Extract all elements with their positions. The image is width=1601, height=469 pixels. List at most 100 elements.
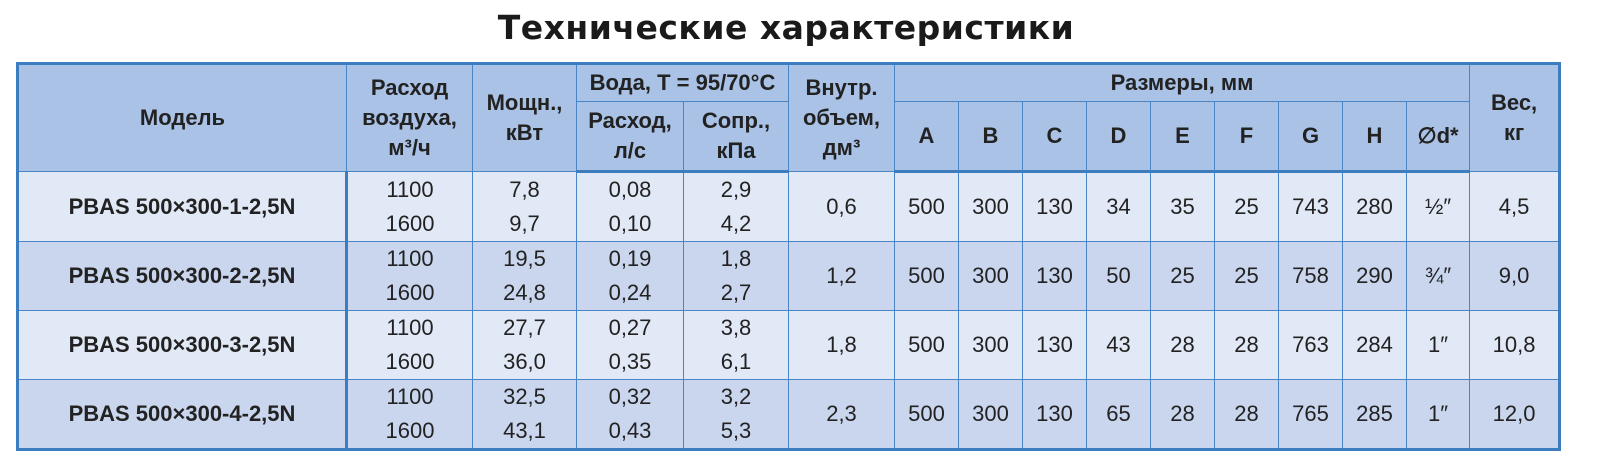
- value-cell: 6,1: [683, 345, 789, 380]
- value-cell: 2,3: [788, 379, 895, 450]
- value-cell: 130: [1022, 171, 1087, 242]
- value-cell: 27,7: [472, 310, 577, 345]
- header-cell-line: Расход: [370, 75, 449, 100]
- value-cell: 1,8: [788, 310, 895, 380]
- header-cell-line: Вес,: [1490, 90, 1538, 115]
- value-cell: 0,6: [788, 171, 895, 242]
- value-cell: 300: [958, 379, 1023, 450]
- header-cell-line: Сопр.,: [701, 108, 771, 133]
- value-cell: 1100: [346, 171, 473, 207]
- header-row: Расход, л/с Сопр., кПа A B C D E F G H ∅d*: [18, 101, 1560, 173]
- value-cell: 50: [1086, 241, 1151, 311]
- value-cell: 1600: [346, 276, 473, 311]
- header-cell: Вес, кг: [1469, 63, 1561, 172]
- value-cell: 34: [1086, 171, 1151, 242]
- header-cell-line: Расход,: [588, 108, 672, 133]
- value-cell: 28: [1214, 310, 1279, 380]
- header-cell-line: Внутр.: [805, 75, 878, 100]
- value-cell: 280: [1342, 171, 1407, 242]
- model-cell: PBAS 500×300-4-2,5N: [17, 379, 348, 450]
- header-cell-line: кг: [1503, 120, 1525, 145]
- value-cell: ½″: [1405, 171, 1471, 242]
- value-cell: 43,1: [472, 414, 577, 450]
- header-cell: Вода, T = 95/70°C: [576, 63, 789, 102]
- value-cell: 25: [1214, 241, 1279, 311]
- header-cell-line: кВт: [505, 120, 544, 145]
- value-cell: 0,10: [576, 207, 684, 242]
- value-cell: 500: [894, 241, 959, 311]
- header-cell: Размеры, мм: [893, 63, 1471, 102]
- value-cell: 763: [1278, 310, 1343, 380]
- value-cell: 500: [894, 310, 959, 380]
- value-cell: 3,8: [683, 310, 789, 345]
- value-cell: 9,7: [472, 207, 577, 242]
- value-cell: 4,2: [683, 207, 789, 242]
- value-cell: 500: [894, 171, 959, 242]
- value-cell: 500: [894, 379, 959, 450]
- value-cell: 25: [1150, 241, 1215, 311]
- value-cell: 12,0: [1469, 379, 1561, 450]
- value-cell: 9,0: [1469, 241, 1561, 311]
- header-cell: Внутр. объем, дм³: [788, 63, 895, 172]
- model-cell: PBAS 500×300-3-2,5N: [17, 310, 348, 380]
- body-row: 1600 36,0 0,35 6,1: [18, 345, 1560, 380]
- header-cell: F: [1214, 101, 1279, 173]
- value-cell: 0,27: [576, 310, 684, 345]
- value-cell: 65: [1086, 379, 1151, 450]
- value-cell: 7,8: [472, 171, 577, 207]
- header-cell: E: [1150, 101, 1215, 173]
- value-cell: ¾″: [1405, 241, 1471, 311]
- header-cell: A: [894, 101, 959, 173]
- value-cell: 300: [958, 310, 1023, 380]
- title: Технические характеристики: [497, 8, 1075, 47]
- header-cell-line: воздуха,: [362, 105, 457, 130]
- value-cell: 5,3: [683, 414, 789, 450]
- value-cell: 290: [1342, 241, 1407, 311]
- value-cell: 2,9: [683, 171, 789, 207]
- value-cell: 1″: [1405, 310, 1471, 380]
- value-cell: 36,0: [472, 345, 577, 380]
- value-cell: 1100: [346, 310, 473, 345]
- header-cell-line: л/с: [613, 138, 647, 163]
- value-cell: 765: [1278, 379, 1343, 450]
- header-cell: B: [958, 101, 1023, 173]
- value-cell: 25: [1214, 171, 1279, 242]
- value-cell: 10,8: [1469, 310, 1561, 380]
- value-cell: 0,43: [576, 414, 684, 450]
- value-cell: 2,7: [683, 276, 789, 311]
- value-cell: 284: [1342, 310, 1407, 380]
- header-cell: Модель: [17, 63, 347, 172]
- header-cell-line: м³/ч: [388, 135, 431, 160]
- header-cell-line: объем,: [802, 105, 881, 130]
- value-cell: 758: [1278, 241, 1343, 311]
- value-cell: 3,2: [683, 379, 789, 414]
- header-cell-line: Мощн.,: [486, 90, 563, 115]
- value-cell: 0,35: [576, 345, 684, 380]
- model-cell: PBAS 500×300-2-2,5N: [17, 241, 348, 311]
- header-cell: ∅d*: [1405, 101, 1471, 173]
- value-cell: 32,5: [472, 379, 577, 414]
- header-cell: Расход воздуха, м³/ч: [346, 63, 473, 172]
- value-cell: 35: [1150, 171, 1215, 242]
- value-cell: 285: [1342, 379, 1407, 450]
- value-cell: 0,32: [576, 379, 684, 414]
- value-cell: 1100: [346, 379, 473, 414]
- value-cell: 24,8: [472, 276, 577, 311]
- header-cell: C: [1022, 101, 1087, 173]
- header-cell-line: кПа: [716, 138, 756, 163]
- value-cell: 300: [958, 171, 1023, 242]
- header-cell: Мощн., кВт: [472, 63, 577, 172]
- value-cell: 1,2: [788, 241, 895, 311]
- value-cell: 1,8: [683, 241, 789, 276]
- value-cell: 0,08: [576, 171, 684, 207]
- value-cell: 28: [1214, 379, 1279, 450]
- header-cell: D: [1086, 101, 1151, 173]
- value-cell: 130: [1022, 241, 1087, 311]
- header-row: Модель Расход воздуха, м³/ч Мощн., кВт Вода, T…: [17, 63, 1561, 172]
- value-cell: 19,5: [472, 241, 577, 276]
- body-row: PBAS 500×300-2-2,5N 1100 19,5 0,19 1,8 1,2 500…: [17, 241, 1561, 311]
- value-cell: 43: [1086, 310, 1151, 380]
- value-cell: 743: [1278, 171, 1343, 242]
- value-cell: 1″: [1405, 379, 1471, 450]
